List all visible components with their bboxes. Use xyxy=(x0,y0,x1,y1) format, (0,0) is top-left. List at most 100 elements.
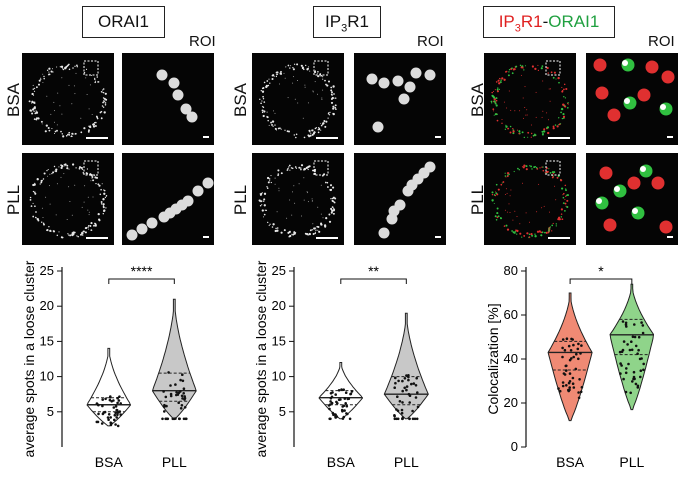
spot xyxy=(276,71,279,74)
spot xyxy=(40,77,42,79)
spot xyxy=(35,110,37,112)
spot xyxy=(42,82,44,83)
spot xyxy=(525,168,528,171)
spot xyxy=(562,202,565,205)
spot xyxy=(277,173,280,175)
spot xyxy=(34,191,36,194)
spot xyxy=(283,72,285,74)
spot xyxy=(34,112,37,115)
spot xyxy=(56,183,58,185)
spot xyxy=(286,217,288,219)
spot xyxy=(55,168,58,171)
spot xyxy=(35,211,37,213)
spot xyxy=(322,76,324,78)
spot xyxy=(303,167,307,171)
spot xyxy=(305,64,307,67)
spot xyxy=(269,223,271,225)
spot xyxy=(547,131,550,135)
spot xyxy=(559,179,563,182)
spot xyxy=(260,102,262,105)
spot xyxy=(516,233,518,235)
spot xyxy=(95,176,99,179)
spot xyxy=(61,77,63,79)
spot xyxy=(292,82,294,84)
spot xyxy=(277,127,280,130)
data-point xyxy=(393,386,396,389)
spot xyxy=(507,127,510,130)
data-point xyxy=(562,372,566,375)
data-point xyxy=(632,375,636,379)
spot xyxy=(288,164,291,167)
data-point xyxy=(634,382,638,386)
roi-spot xyxy=(378,77,390,89)
spot xyxy=(274,127,277,130)
data-point xyxy=(345,404,349,408)
data-point xyxy=(572,343,575,347)
spot xyxy=(259,204,262,207)
spot xyxy=(330,89,333,92)
spot xyxy=(54,110,55,112)
spot xyxy=(566,199,569,202)
spot xyxy=(31,92,34,96)
data-point xyxy=(631,335,635,339)
spot xyxy=(262,95,264,98)
data-point xyxy=(558,389,562,393)
spot xyxy=(518,132,520,135)
spot xyxy=(104,98,106,100)
spot xyxy=(549,211,550,213)
spot xyxy=(508,90,510,92)
data-point xyxy=(328,407,331,411)
spot xyxy=(49,185,50,187)
spot xyxy=(53,101,55,103)
data-point xyxy=(114,411,117,414)
roi-spot xyxy=(406,179,418,191)
x-tick-label: BSA xyxy=(556,454,585,470)
data-point xyxy=(569,349,573,352)
spot xyxy=(554,185,556,187)
data-point xyxy=(346,397,350,401)
y-tick-label: 20 xyxy=(40,298,54,313)
spot xyxy=(55,214,57,216)
spot xyxy=(47,126,50,130)
spot xyxy=(329,184,333,187)
data-point xyxy=(334,413,337,416)
spot xyxy=(330,93,333,96)
roi-spot xyxy=(372,121,384,133)
data-point xyxy=(624,390,628,394)
spot xyxy=(544,231,546,234)
spot xyxy=(300,167,302,169)
spot xyxy=(293,134,295,136)
y-axis-label: Colocalization [%] xyxy=(485,303,501,414)
spot xyxy=(266,186,268,188)
spot xyxy=(94,81,96,84)
spot xyxy=(297,80,298,81)
data-point xyxy=(348,417,352,421)
spot xyxy=(314,168,317,171)
roi-spot xyxy=(136,223,148,235)
spot xyxy=(304,84,306,86)
row-label-pll-2: PLL xyxy=(231,184,250,216)
spot xyxy=(524,86,526,88)
spot xyxy=(33,118,36,120)
y-tick-label: 5 xyxy=(279,404,286,419)
spot xyxy=(320,213,322,215)
spot xyxy=(313,71,317,74)
spot xyxy=(40,120,43,123)
spot xyxy=(511,72,514,75)
data-point xyxy=(165,404,168,408)
spot xyxy=(32,202,34,204)
data-point xyxy=(405,374,408,377)
spot xyxy=(317,206,319,208)
data-point xyxy=(414,384,418,387)
spot xyxy=(548,168,550,170)
data-point xyxy=(639,369,643,372)
ip3r1-title: IP3R1 xyxy=(325,12,369,35)
spot xyxy=(330,198,332,200)
spot xyxy=(549,172,552,174)
spot xyxy=(261,109,264,112)
roi-spot xyxy=(398,93,410,105)
spot xyxy=(531,234,534,237)
spot xyxy=(304,86,306,88)
spot xyxy=(278,190,280,192)
spot xyxy=(326,84,329,87)
